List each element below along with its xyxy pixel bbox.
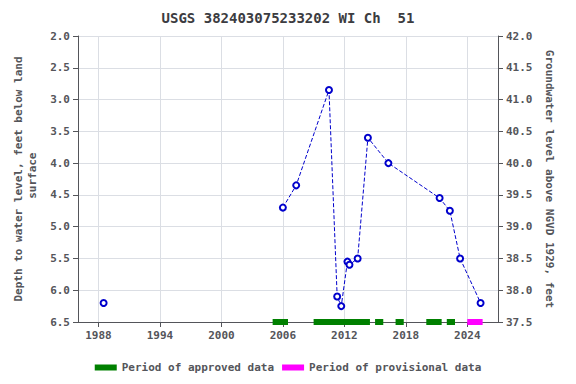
svg-text:2.0: 2.0 <box>50 30 70 43</box>
svg-text:40.5: 40.5 <box>506 125 533 138</box>
svg-text:4.5: 4.5 <box>50 188 70 201</box>
svg-text:Groundwater level above NGVD 1: Groundwater level above NGVD 1929, feet <box>543 50 556 308</box>
svg-text:3.5: 3.5 <box>50 125 70 138</box>
svg-text:USGS 382403075233202 WI Ch 51: USGS 382403075233202 WI Ch 51 <box>162 10 415 26</box>
svg-text:3.0: 3.0 <box>50 93 70 106</box>
svg-text:41.0: 41.0 <box>506 93 533 106</box>
svg-text:42.0: 42.0 <box>506 30 533 43</box>
svg-text:2000: 2000 <box>208 329 235 342</box>
svg-text:2012: 2012 <box>331 329 358 342</box>
svg-text:41.5: 41.5 <box>506 61 533 74</box>
svg-text:surface: surface <box>26 152 39 205</box>
svg-text:39.5: 39.5 <box>506 188 533 201</box>
svg-text:1994: 1994 <box>147 329 174 342</box>
svg-text:1988: 1988 <box>85 329 112 342</box>
svg-text:Period of approved data: Period of approved data <box>122 361 274 374</box>
svg-text:2006: 2006 <box>270 329 297 342</box>
svg-text:37.5: 37.5 <box>506 316 533 329</box>
svg-text:4.0: 4.0 <box>50 157 70 170</box>
svg-text:5.5: 5.5 <box>50 252 70 265</box>
svg-text:5.0: 5.0 <box>50 220 70 233</box>
svg-text:6.5: 6.5 <box>50 316 70 329</box>
svg-text:39.0: 39.0 <box>506 220 533 233</box>
svg-text:Period of provisional data: Period of provisional data <box>309 361 481 374</box>
svg-text:6.0: 6.0 <box>50 284 70 297</box>
svg-text:Depth to water level, feet bel: Depth to water level, feet below land <box>12 56 25 301</box>
svg-text:38.0: 38.0 <box>506 284 533 297</box>
svg-text:38.5: 38.5 <box>506 252 533 265</box>
svg-text:40.0: 40.0 <box>506 157 533 170</box>
svg-text:2018: 2018 <box>393 329 420 342</box>
svg-text:2.5: 2.5 <box>50 61 70 74</box>
svg-text:2024: 2024 <box>454 329 481 342</box>
